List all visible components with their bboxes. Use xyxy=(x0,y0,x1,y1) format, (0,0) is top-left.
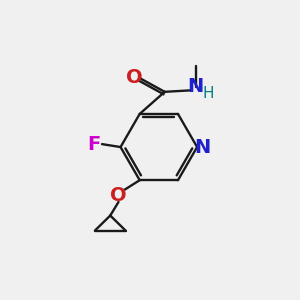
Text: O: O xyxy=(126,68,143,87)
Text: H: H xyxy=(202,86,214,101)
Text: F: F xyxy=(87,135,101,154)
Text: N: N xyxy=(188,77,204,96)
Text: N: N xyxy=(194,138,211,157)
Text: O: O xyxy=(110,186,127,205)
